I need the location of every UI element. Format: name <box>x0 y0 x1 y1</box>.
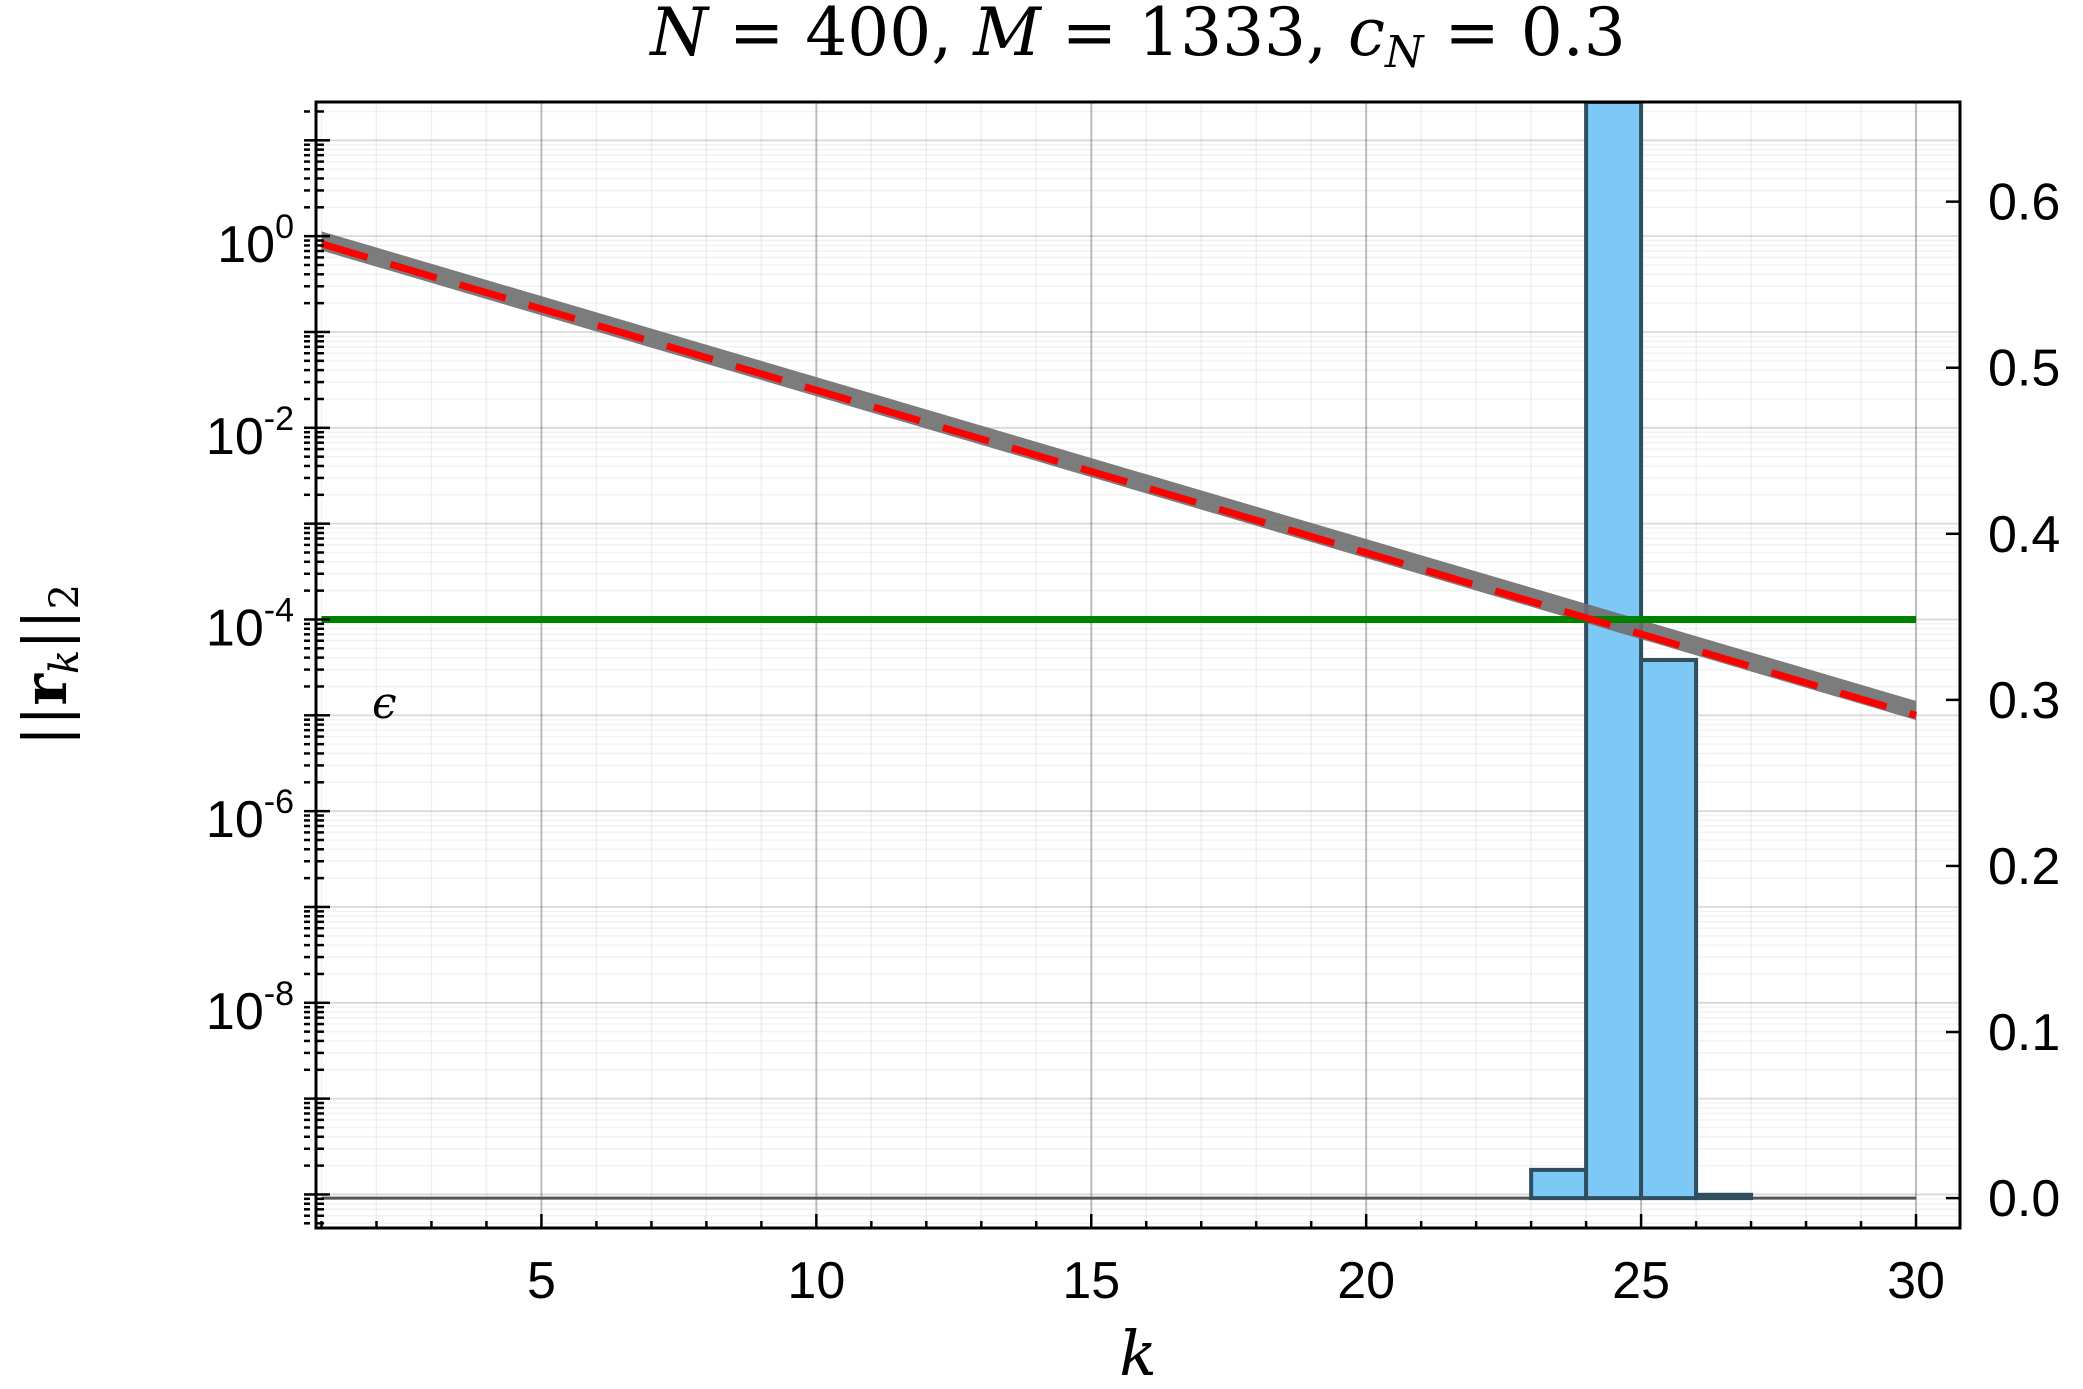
fit-line <box>320 240 1918 719</box>
y-right-tick-label: 0.0 <box>1988 1170 2060 1228</box>
title-c-symbol: c <box>1348 0 1385 71</box>
plot-frame <box>314 100 1962 1230</box>
y-left-tick-exponent: 0 <box>275 208 294 246</box>
title-c-value: = 0.3 <box>1423 0 1625 71</box>
y-left-tick-exponent: -6 <box>264 783 294 821</box>
y-left-tick-base: 10 <box>206 408 264 466</box>
y-left-tick-label: 100 <box>217 208 294 274</box>
x-tick-label: 5 <box>527 1252 556 1310</box>
y-label-r: r <box>11 673 81 706</box>
y-label-2: 2 <box>42 584 88 609</box>
y-right-tick-label: 0.6 <box>1988 174 2060 232</box>
y-right-tick-label: 0.1 <box>1988 1004 2060 1062</box>
plot-background <box>316 102 1960 1228</box>
title-n-value: = 400, <box>708 0 973 71</box>
y-right-tick-label: 0.3 <box>1988 672 2060 730</box>
x-axis: 5 10 15 20 25 30 <box>320 1214 1945 1310</box>
title-m-symbol: M <box>972 0 1042 71</box>
y-left-tick-base: 10 <box>206 599 264 657</box>
fit-line-dashed <box>320 240 1918 719</box>
y-label-norm-close: || <box>11 609 81 649</box>
y-left-tick-base: 10 <box>206 983 264 1041</box>
x-tick-label: 10 <box>787 1252 845 1310</box>
y-left-tick-base: 10 <box>217 216 275 274</box>
histogram-bars <box>321 102 1917 1201</box>
histogram-bar <box>1584 102 1644 1201</box>
y-left-tick-label: 10-2 <box>206 400 294 466</box>
y-axis-label-text: ||rk||2 <box>11 584 88 746</box>
y-right-tick-label: 0.4 <box>1988 506 2060 564</box>
y-label-k: k <box>42 650 88 674</box>
x-tick-label: 25 <box>1612 1252 1670 1310</box>
y-left-tick-exponent: -8 <box>264 975 294 1013</box>
y-left-tick-base: 10 <box>206 791 264 849</box>
y-axis-label: ||rk||2 <box>11 584 88 746</box>
histogram-bar <box>1639 658 1699 1201</box>
title-n-symbol: N <box>648 0 710 71</box>
x-tick-label: 20 <box>1337 1252 1395 1310</box>
x-axis-label: k <box>1119 1317 1157 1389</box>
y-left-tick-exponent: -4 <box>264 591 294 629</box>
y-right-tick-label: 0.2 <box>1988 838 2060 896</box>
title-c-subscript: N <box>1384 27 1425 78</box>
title-m-value: = 1333, <box>1041 0 1348 71</box>
y-right-tick-label: 0.5 <box>1988 340 2060 398</box>
y-label-norm-open: || <box>11 706 81 746</box>
histogram-bar <box>1694 1192 1754 1201</box>
chart-title: N = 400, M = 1333, cN = 0.3 <box>648 0 1625 78</box>
histogram-bar <box>1529 1167 1589 1201</box>
y-left-tick-label: 10-6 <box>206 783 294 849</box>
epsilon-label: ϵ <box>372 678 397 729</box>
y-left-tick-exponent: -2 <box>264 400 294 438</box>
x-tick-label: 15 <box>1062 1252 1120 1310</box>
y-left-tick-label: 10-8 <box>206 975 294 1041</box>
right-y-axis: 0.0 0.1 0.2 0.3 0.4 0.5 0.6 <box>1946 174 2060 1228</box>
x-tick-label: 30 <box>1887 1252 1945 1310</box>
y-left-tick-label: 10-4 <box>206 591 294 657</box>
